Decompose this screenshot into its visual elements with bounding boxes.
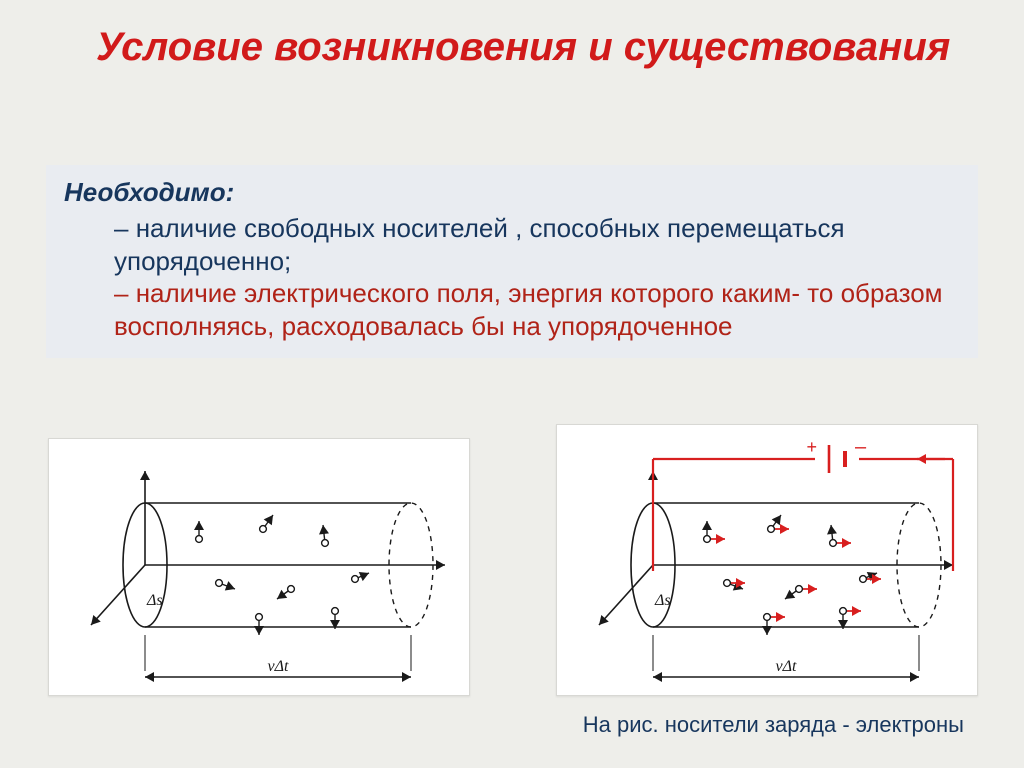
figure-right: Δs vΔt + – xyxy=(556,424,978,696)
svg-text:Δs: Δs xyxy=(146,592,163,609)
bullet2-text: наличие электрического поля, энергия кот… xyxy=(114,278,943,341)
figure-left: Δs vΔt xyxy=(48,438,470,696)
svg-text:vΔt: vΔt xyxy=(268,658,289,675)
need-label: Необходимо: xyxy=(64,177,960,208)
figure-caption: На рис. носители заряда - электроны xyxy=(0,712,964,738)
svg-text:vΔt: vΔt xyxy=(776,658,797,675)
content-box: Необходимо: – наличие свободных носителе… xyxy=(46,165,978,358)
svg-text:–: – xyxy=(855,436,867,458)
bullet2-dash: – xyxy=(114,278,136,308)
svg-text:Δs: Δs xyxy=(654,592,671,609)
slide-title: Условие возникновения и существования xyxy=(46,24,978,70)
bullet-list: – наличие свободных носителей , способны… xyxy=(64,212,960,342)
svg-text:+: + xyxy=(806,437,817,457)
bullet1-text: наличие свободных носителей , способных … xyxy=(114,213,845,276)
bullet1-dash: – xyxy=(114,213,136,243)
